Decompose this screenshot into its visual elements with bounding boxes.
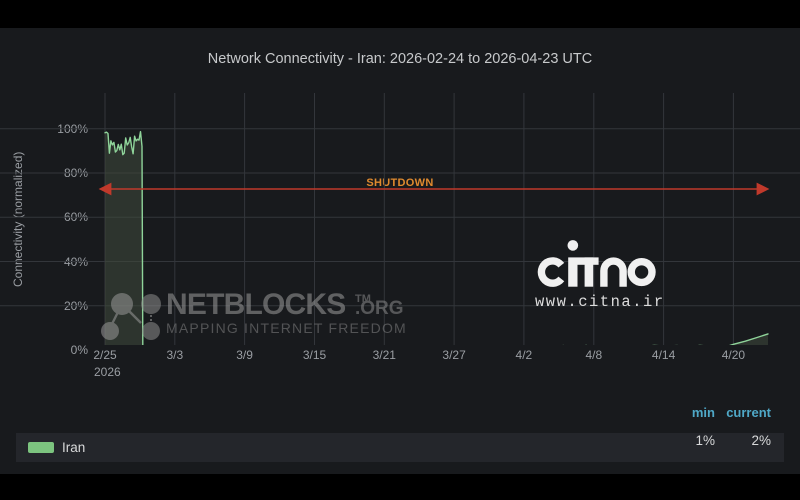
svg-text:NETBLOCKS: NETBLOCKS: [166, 288, 345, 321]
svg-text:www.citna.ir: www.citna.ir: [535, 293, 665, 311]
svg-text:.ORG: .ORG: [355, 298, 404, 319]
svg-text:MAPPING INTERNET FREEDOM: MAPPING INTERNET FREEDOM: [166, 320, 407, 336]
